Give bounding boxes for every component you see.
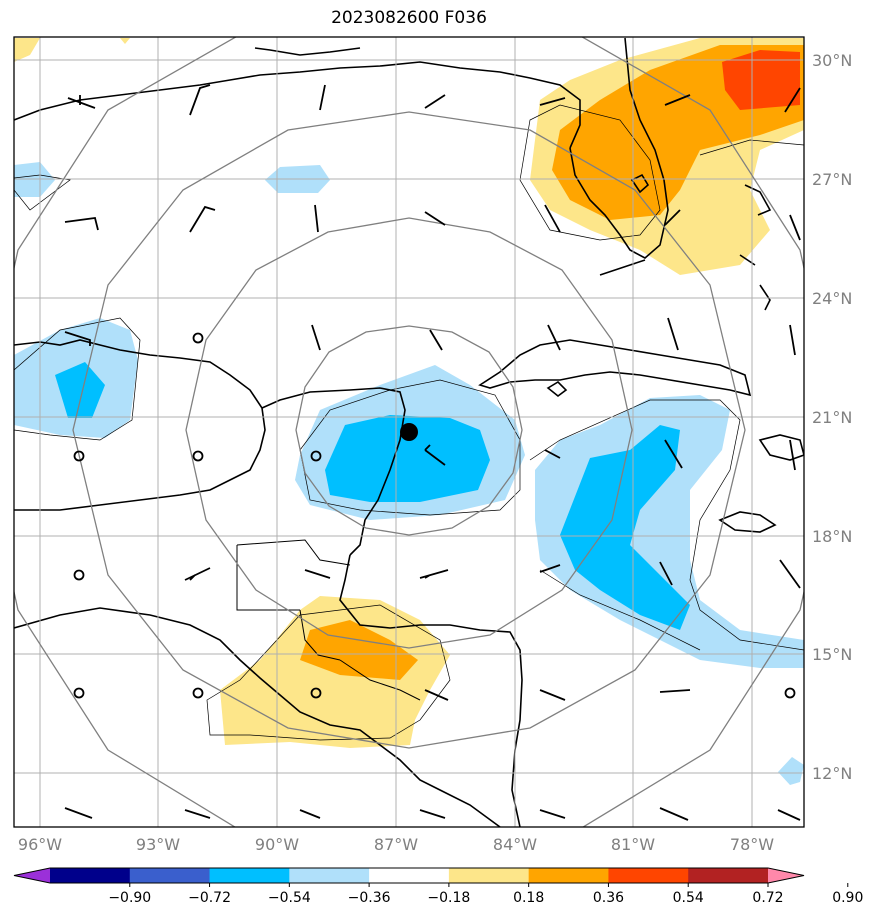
hispaniola-west	[758, 434, 804, 461]
lat-label: 27°N	[812, 170, 852, 189]
jamaica	[718, 511, 777, 533]
range-ring-2	[185, 217, 633, 649]
isla-de-la-juventud	[546, 380, 568, 398]
colorbar-swatch	[289, 868, 370, 883]
range-ring-3	[72, 111, 746, 749]
strong-negative-gulf-west	[55, 362, 105, 418]
strong-negative-caribbean	[560, 425, 690, 630]
coastlines	[14, 37, 804, 827]
florida-keys	[599, 259, 646, 276]
colorbar-swatch	[129, 868, 211, 883]
colorbar-tick-label: 0.36	[593, 890, 624, 906]
central-america-coast-pacific	[14, 607, 501, 827]
colorbar-swatch	[369, 868, 450, 883]
lon-label: 87°W	[374, 835, 418, 854]
colorbar-tick-label: 0.18	[513, 890, 544, 906]
lat-label: 15°N	[812, 645, 852, 664]
colorbar-extend-low	[14, 868, 50, 883]
wind-barbs	[64, 84, 801, 821]
range-ring-4	[14, 37, 804, 827]
shading-layer	[14, 38, 804, 785]
colorbar-swatch	[608, 868, 689, 883]
colorbar-extend-high	[768, 868, 804, 883]
lon-label: 93°W	[136, 835, 180, 854]
lat-axis-labels: 30°N 27°N 24°N 21°N 18°N 15°N 12°N	[812, 51, 852, 783]
map-frame	[13, 36, 805, 828]
colorbar-outline	[13, 867, 805, 884]
lon-label: 81°W	[611, 835, 655, 854]
lake-okeechobee	[630, 173, 650, 194]
gridlines	[14, 37, 804, 827]
cuba	[478, 339, 752, 397]
strong-negative-yucatan	[325, 415, 490, 502]
contour-outlines	[14, 104, 804, 741]
colorbar-tick-label: 0.54	[673, 890, 704, 906]
colorbar-tick-label: −0.54	[268, 890, 311, 906]
positive-anomaly-nw-corner	[14, 38, 40, 62]
negative-anomaly-southeast	[778, 757, 804, 785]
lon-label: 84°W	[493, 835, 537, 854]
lat-label: 30°N	[812, 51, 852, 70]
lat-label: 12°N	[812, 764, 852, 783]
lat-label: 24°N	[812, 289, 852, 308]
lat-label: 18°N	[812, 527, 852, 546]
lon-label: 96°W	[18, 835, 62, 854]
lon-axis-labels: 96°W 93°W 90°W 87°W 84°W 81°W 78°W	[18, 835, 774, 854]
central-america-coast-caribbean	[339, 554, 523, 827]
positive-anomaly-nw-corner-2	[120, 38, 130, 44]
map-title: 2023082600 F036	[331, 8, 487, 28]
colorbar-tick-label: −0.90	[108, 890, 151, 906]
colorbar: −0.90 −0.72 −0.54 −0.36 −0.18 0.18 0.36 0.54 0.7…	[13, 867, 863, 906]
colorbar-tick-label: 0.90	[832, 890, 863, 906]
lon-label: 78°W	[730, 835, 774, 854]
gulf-coast-northeast	[254, 47, 361, 56]
colorbar-swatch	[688, 868, 769, 883]
colorbar-swatch	[448, 868, 530, 883]
colorbar-swatch	[50, 868, 131, 883]
yucatan-peninsula	[261, 387, 406, 556]
colorbar-tick-label: −0.36	[348, 890, 391, 906]
colorbar-tick-label: 0.72	[752, 890, 783, 906]
lat-label: 21°N	[812, 408, 852, 427]
range-ring-1	[295, 325, 523, 536]
colorbar-swatch	[528, 868, 609, 883]
colorbar-tick-label: −0.72	[188, 890, 231, 906]
gulf-coast-north	[14, 61, 581, 149]
florida-peninsula	[569, 37, 669, 259]
range-rings	[14, 37, 804, 827]
storm-center-marker	[400, 423, 418, 441]
colorbar-swatch	[209, 868, 290, 883]
colorbar-tick-label: −0.18	[427, 890, 470, 906]
lon-label: 90°W	[255, 835, 299, 854]
peak-positive-florida	[722, 50, 800, 110]
calm-wind-markers	[73, 332, 796, 699]
borders	[236, 539, 421, 701]
